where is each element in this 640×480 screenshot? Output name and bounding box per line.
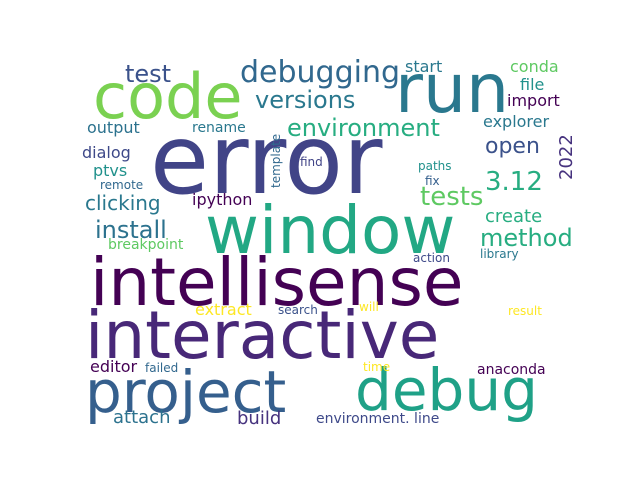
word-failed: failed bbox=[145, 361, 178, 375]
word-anaconda: anaconda bbox=[477, 362, 546, 378]
word-file: file bbox=[520, 75, 544, 94]
word-interactive: interactive bbox=[85, 297, 439, 374]
word-fix: fix bbox=[425, 174, 440, 188]
word-extract: extract bbox=[195, 300, 252, 319]
word-find: find bbox=[300, 155, 323, 169]
word-build: build bbox=[237, 408, 281, 429]
word-attach: attach bbox=[113, 407, 170, 428]
word-paths: paths bbox=[418, 159, 452, 173]
word-create: create bbox=[485, 206, 542, 227]
word-ptvs: ptvs bbox=[93, 161, 127, 180]
word-method: method bbox=[480, 224, 573, 252]
word-remote: remote bbox=[100, 178, 143, 192]
word-3-12: 3.12 bbox=[485, 167, 543, 197]
word-import: import bbox=[507, 91, 560, 110]
word-intellisense: intellisense bbox=[90, 244, 463, 321]
word-search: search bbox=[278, 303, 318, 317]
word-debug: debug bbox=[355, 356, 538, 424]
word-time: time bbox=[363, 360, 390, 374]
word-run: run bbox=[395, 50, 509, 129]
word-project: project bbox=[85, 358, 286, 426]
word-window: window bbox=[205, 192, 455, 269]
word-test: test bbox=[125, 60, 171, 88]
word-environment: environment bbox=[287, 114, 440, 142]
word-environment-line: environment. line bbox=[316, 411, 439, 427]
word-install: install bbox=[95, 216, 167, 244]
word-library: library bbox=[480, 247, 519, 261]
word-code: code bbox=[93, 60, 243, 133]
word-result: result bbox=[508, 304, 542, 318]
word-rename: rename bbox=[192, 120, 246, 136]
word-editor: editor bbox=[90, 357, 138, 376]
word-will: will bbox=[359, 300, 379, 314]
word-2022: 2022 bbox=[556, 134, 577, 180]
word-versions: versions bbox=[255, 86, 355, 114]
word-clicking: clicking bbox=[85, 191, 161, 215]
word-breakpoint: breakpoint bbox=[108, 237, 184, 253]
word-action: action bbox=[413, 251, 450, 265]
word-conda: conda bbox=[510, 57, 559, 76]
word-tests: tests bbox=[420, 182, 483, 212]
word-output: output bbox=[87, 118, 140, 137]
word-start: start bbox=[405, 57, 442, 76]
word-template: template bbox=[269, 134, 283, 188]
word-ipython: ipython bbox=[192, 190, 252, 209]
word-debugging: debugging bbox=[240, 55, 400, 90]
word-dialog: dialog bbox=[82, 143, 131, 162]
word-error: error bbox=[150, 104, 383, 216]
word-open: open bbox=[485, 134, 540, 159]
word-explorer: explorer bbox=[483, 112, 549, 131]
